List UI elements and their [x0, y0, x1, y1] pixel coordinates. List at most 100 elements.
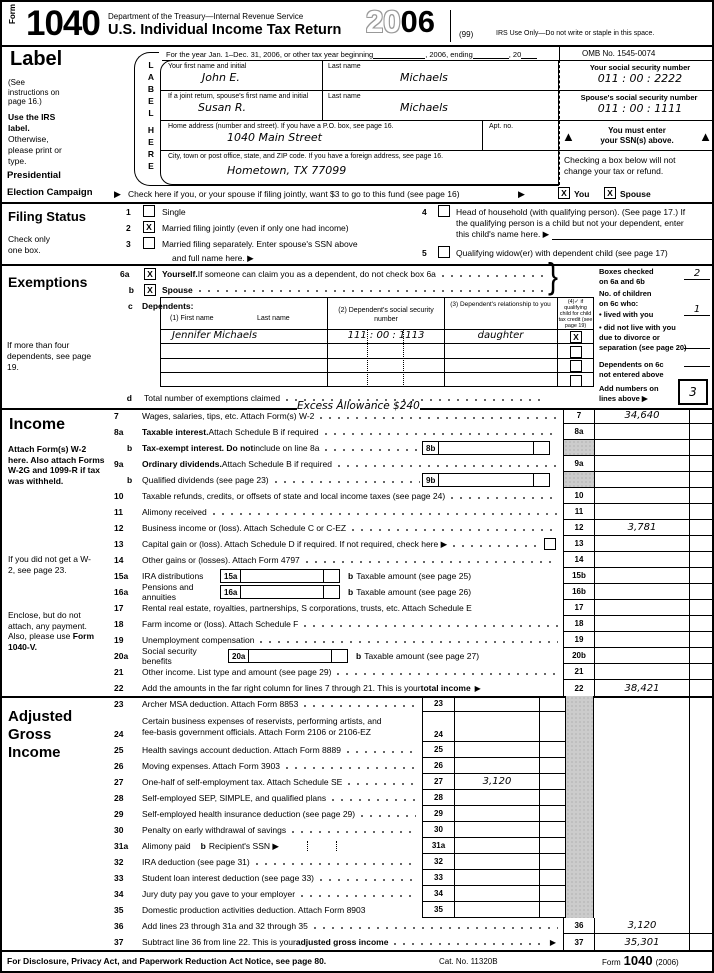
grid-8a-cents[interactable] [690, 424, 712, 439]
grid-14-amount[interactable] [595, 552, 690, 567]
presidential-you-checkbox[interactable]: X [558, 187, 570, 199]
grid-9a-amount[interactable] [595, 456, 690, 471]
first-name-value[interactable]: John E. [202, 71, 240, 84]
grid-17-cents[interactable] [690, 600, 712, 615]
grid-9a-cents[interactable] [690, 456, 712, 471]
boxes-checked-value[interactable]: 2 [684, 268, 710, 280]
fs2-checkbox[interactable]: X [143, 221, 155, 233]
igrid-24-amount[interactable] [455, 712, 540, 741]
grid-14-cents[interactable] [690, 552, 712, 567]
line-13-checkbox[interactable] [544, 538, 556, 550]
dep3-ctc-checkbox[interactable] [570, 360, 582, 372]
igrid-26-cents[interactable] [540, 758, 566, 773]
igrid-27-cents[interactable] [540, 774, 566, 789]
dep4-ctc-checkbox[interactable] [570, 375, 582, 387]
grid-11-cents[interactable] [690, 504, 712, 519]
grid-19-amount[interactable] [595, 632, 690, 647]
igrid-33-amount[interactable] [455, 870, 540, 885]
igrid-26-amount[interactable] [455, 758, 540, 773]
igrid-23-cents[interactable] [540, 696, 566, 711]
last-name-value[interactable]: Michaels [400, 71, 448, 84]
grid-11-amount[interactable] [595, 504, 690, 519]
dep1-ctc-checkbox[interactable]: X [570, 331, 582, 343]
grid-36-cents[interactable] [690, 918, 712, 933]
total-exemptions-box[interactable]: 3 [678, 379, 708, 405]
grid-22-amount[interactable]: 38,421 [595, 680, 690, 696]
grid-36-amount[interactable]: 3,120 [595, 918, 690, 933]
grid-21-amount[interactable] [595, 664, 690, 679]
address-value[interactable]: 1040 Main Street [227, 131, 322, 144]
igrid-31a-amount[interactable] [455, 838, 540, 853]
line-6b-checkbox[interactable]: X [144, 283, 156, 296]
grid-12-cents[interactable] [690, 520, 712, 535]
grid-12-amount[interactable]: 3,781 [595, 520, 690, 535]
line-9b-box-value[interactable] [439, 474, 533, 486]
fs1-checkbox[interactable] [143, 205, 155, 217]
igrid-35-cents[interactable] [540, 902, 566, 917]
grid-18-amount[interactable] [595, 616, 690, 631]
grid-7-cents[interactable] [690, 408, 712, 423]
grid-20b-amount[interactable] [595, 648, 690, 663]
igrid-35-amount[interactable] [455, 902, 540, 917]
grid-15b-cents[interactable] [690, 568, 712, 583]
lived-with-you-value[interactable]: 1 [684, 304, 710, 316]
grid-10-amount[interactable] [595, 488, 690, 503]
dep1-relationship[interactable]: daughter [477, 330, 524, 341]
igrid-24-cents[interactable] [540, 712, 566, 741]
grid-37-amount[interactable]: 35,301 [595, 934, 690, 950]
dep1-name[interactable]: Jennifer Michaels [172, 330, 258, 341]
tax-year-end-blank[interactable] [472, 48, 509, 59]
igrid-34-amount[interactable] [455, 886, 540, 901]
line-8b-box-value[interactable] [439, 442, 533, 454]
line-15a-box-cents[interactable] [323, 570, 339, 582]
fs3-checkbox[interactable] [143, 237, 155, 249]
igrid-23-amount[interactable] [455, 696, 540, 711]
your-ssn-value[interactable]: 011 : 00 : 2222 [597, 72, 683, 85]
not-entered-value[interactable] [684, 366, 710, 367]
grid-10-cents[interactable] [690, 488, 712, 503]
grid-21-cents[interactable] [690, 664, 712, 679]
dep1-ssn[interactable]: 111 : 00 : 1113 [347, 330, 425, 341]
spouse-ssn-value[interactable]: 011 : 00 : 1111 [597, 102, 683, 115]
grid-17-amount[interactable] [595, 600, 690, 615]
grid-13-cents[interactable] [690, 536, 712, 551]
line-9b-box-cents[interactable] [533, 474, 549, 486]
line-6a-checkbox[interactable]: X [144, 268, 156, 280]
grid-20b-cents[interactable] [690, 648, 712, 663]
igrid-30-amount[interactable] [455, 822, 540, 837]
spouse-first-name-value[interactable]: Susan R. [198, 101, 247, 114]
tax-year-begin-blank[interactable] [373, 48, 426, 59]
fs5-checkbox[interactable] [438, 246, 450, 258]
divorce-value[interactable] [684, 348, 710, 349]
igrid-32-amount[interactable] [455, 854, 540, 869]
igrid-29-amount[interactable] [455, 806, 540, 821]
igrid-33-cents[interactable] [540, 870, 566, 885]
igrid-34-cents[interactable] [540, 886, 566, 901]
grid-18-cents[interactable] [690, 616, 712, 631]
fs4-checkbox[interactable] [438, 205, 450, 217]
grid-19-cents[interactable] [690, 632, 712, 647]
grid-37-cents[interactable] [690, 934, 712, 950]
igrid-31a-cents[interactable] [540, 838, 566, 853]
line-16a-box-value[interactable] [241, 586, 323, 598]
igrid-25-amount[interactable] [455, 742, 540, 757]
spouse-last-name-value[interactable]: Michaels [400, 101, 448, 114]
line-15a-box-value[interactable] [241, 570, 323, 582]
grid-13-amount[interactable] [595, 536, 690, 551]
grid-15b-amount[interactable] [595, 568, 690, 583]
igrid-27-amount[interactable]: 3,120 [455, 774, 540, 789]
igrid-28-cents[interactable] [540, 790, 566, 805]
city-value[interactable]: Hometown, TX 77099 [227, 164, 347, 177]
tax-year-yy-blank[interactable] [521, 48, 538, 59]
grid-16b-cents[interactable] [690, 584, 712, 599]
igrid-28-amount[interactable] [455, 790, 540, 805]
grid-22-cents[interactable] [690, 680, 712, 696]
igrid-25-cents[interactable] [540, 742, 566, 757]
igrid-32-cents[interactable] [540, 854, 566, 869]
igrid-29-cents[interactable] [540, 806, 566, 821]
dep2-ctc-checkbox[interactable] [570, 346, 582, 358]
presidential-spouse-checkbox[interactable]: X [604, 187, 616, 199]
grid-16b-amount[interactable] [595, 584, 690, 599]
grid-8a-amount[interactable] [595, 424, 690, 439]
line-20a-box-value[interactable] [249, 650, 331, 662]
